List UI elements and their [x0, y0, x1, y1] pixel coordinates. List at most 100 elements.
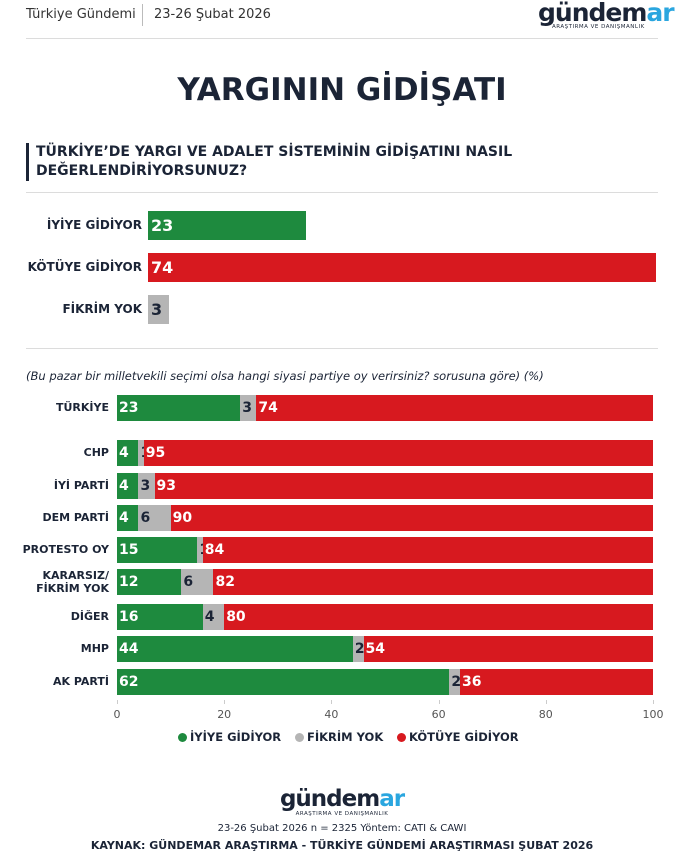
data-label: 23: [151, 216, 174, 235]
category-label: DİĞER: [70, 610, 109, 623]
x-tick-label: 100: [642, 708, 664, 721]
legend-swatch: [397, 733, 406, 742]
bar-segment: [240, 395, 257, 421]
bar-segment: [117, 537, 198, 563]
data-label: 54: [365, 641, 386, 657]
title: YARGININ GİDİŞATI: [177, 72, 507, 108]
x-tick-label: 60: [431, 708, 446, 721]
separator: [142, 4, 143, 26]
data-label: 84: [204, 542, 225, 558]
bar-segment: [143, 440, 653, 466]
bar-segment: [460, 669, 653, 695]
bar-segment: [117, 569, 182, 595]
tick-mark: [545, 700, 547, 704]
header-left: Türkiye Gündemi: [26, 7, 136, 22]
category-label: PROTESTO OY: [22, 543, 109, 556]
tick-mark: [438, 700, 440, 704]
data-label: 4: [119, 510, 129, 526]
bar-segment: [213, 569, 653, 595]
footer-logo-sub: ARAŞTIRMA VE DANIŞMANLIK: [295, 811, 389, 817]
category-label: DEM PARTİ: [42, 511, 109, 524]
category-label: İYİ PARTİ: [53, 479, 109, 492]
data-label: 16: [119, 609, 139, 625]
bar-segment: [202, 537, 653, 563]
divider: [26, 38, 658, 39]
data-label: 4: [119, 478, 129, 494]
x-tick-label: 40: [324, 708, 339, 721]
data-label: 80: [226, 609, 246, 625]
tick-mark: [331, 700, 333, 704]
logo-accent: ar: [646, 0, 674, 27]
category-label: MHP: [80, 642, 109, 655]
category-label: TÜRKİYE: [55, 401, 109, 414]
bar-segment: [256, 395, 653, 421]
x-tick-label: 80: [538, 708, 553, 721]
tick-mark: [224, 700, 226, 704]
bar-segment: [363, 636, 653, 662]
bar-segment: [154, 473, 653, 499]
tick-mark: [653, 700, 654, 704]
logo-text: gündem: [279, 786, 380, 812]
logo-accent: ar: [379, 786, 405, 812]
tick-mark: [117, 700, 118, 704]
logo: gündemar: [538, 0, 675, 27]
divider: [26, 192, 658, 193]
data-label: 6: [140, 510, 151, 526]
bar-segment: [117, 395, 241, 421]
legend-swatch: [178, 733, 187, 742]
category-label: FİKRİM YOK: [62, 302, 142, 316]
bar-segment: [117, 440, 139, 466]
category-label: KÖTÜYE GİDİYOR: [27, 260, 142, 274]
data-label: 4: [119, 445, 129, 461]
bar-segment: [117, 669, 450, 695]
divider: [26, 348, 658, 349]
bar-segment: [449, 669, 461, 695]
bar: [148, 211, 306, 240]
bar-segment: [181, 569, 214, 595]
question: TÜRKİYE’DE YARGI VE ADALET SİSTEMİNİN Gİ…: [36, 144, 513, 179]
legend-label: FİKRİM YOK: [307, 730, 384, 744]
bar-segment: [224, 604, 653, 630]
footer-logo: gündemar: [0, 786, 684, 812]
data-label: 3: [151, 300, 163, 319]
bar: [148, 253, 656, 282]
category-label: AK PARTİ: [52, 675, 109, 688]
data-label: 44: [119, 641, 139, 657]
data-label: 82: [215, 574, 235, 590]
logo-text: gündem: [538, 0, 647, 27]
bar-segment: [352, 636, 364, 662]
data-label: 15: [119, 542, 139, 558]
data-label: 93: [156, 478, 176, 494]
bar-segment: [202, 604, 225, 630]
accent-bar: [26, 143, 29, 181]
data-label: 36: [462, 674, 482, 690]
data-label: 90: [172, 510, 193, 526]
bar-segment: [138, 505, 171, 531]
data-label: 74: [258, 400, 278, 416]
data-label: 12: [119, 574, 139, 590]
category-label: CHP: [83, 446, 109, 459]
data-label: 95: [145, 445, 166, 461]
bar-segment: [138, 440, 144, 466]
bar-segment: [117, 505, 139, 531]
logo-sub: ARAŞTIRMA VE DANIŞMANLIK: [552, 24, 645, 30]
category-label: KARARSIZ/ FİKRİM YOK: [36, 569, 109, 595]
header-date: 23-26 Şubat 2026: [154, 7, 271, 22]
x-tick-label: 0: [113, 708, 121, 721]
x-tick-label: 20: [217, 708, 232, 721]
footer-method: 23-26 Şubat 2026 n = 2325 Yöntem: CATI &…: [217, 823, 467, 834]
data-label: 2: [451, 674, 462, 690]
legend-label: KÖTÜYE GİDİYOR: [409, 730, 519, 744]
data-label: 74: [151, 258, 174, 277]
bar-segment: [170, 505, 653, 531]
legend-label: İYİYE GİDİYOR: [190, 730, 282, 744]
data-label: 3: [242, 400, 253, 416]
data-label: 2: [354, 641, 365, 657]
chart-subtitle: (Bu pazar bir milletvekili seçimi olsa h…: [26, 369, 544, 383]
bar-segment: [117, 636, 353, 662]
bar-segment: [117, 604, 203, 630]
bar-segment: [197, 537, 203, 563]
data-label: 4: [204, 609, 215, 625]
category-label: İYİYE GİDİYOR: [46, 218, 142, 232]
